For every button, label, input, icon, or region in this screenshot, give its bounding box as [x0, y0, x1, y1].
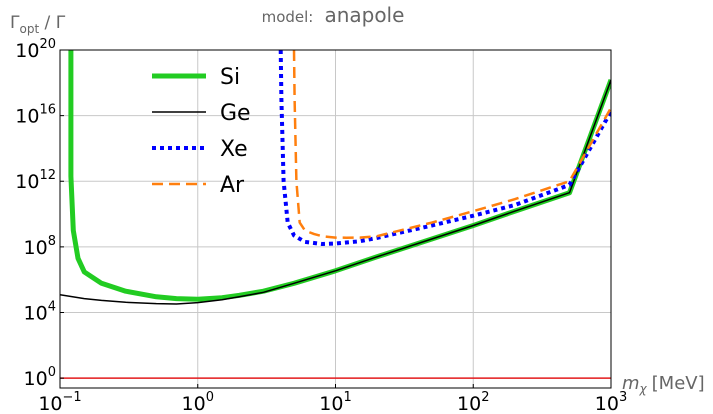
y-tick-label-2: 108 [24, 234, 56, 259]
series-layer [60, 50, 611, 305]
chart-title: model: anapole [262, 3, 405, 27]
x-tick-label-1: 100 [182, 390, 214, 414]
title-prefix: model: [262, 8, 314, 26]
x-tick-label-0: 10−1 [38, 390, 81, 414]
y-tick-label-4: 1016 [15, 103, 56, 128]
y-tick-label-3: 1012 [15, 168, 56, 193]
x-label-unit: [MeV] [652, 373, 705, 394]
title-model: anapole [324, 3, 404, 27]
legend-label-si: Si [220, 65, 240, 90]
y-tick-label-1: 104 [24, 299, 56, 324]
grid [59, 49, 612, 388]
series-line-ar [292, 50, 611, 239]
y-tick-label-0: 100 [24, 365, 56, 390]
x-tick-label-2: 101 [319, 390, 351, 414]
legend-label-ar: Ar [220, 173, 245, 198]
x-axis-label: mχ [MeV] [622, 373, 705, 396]
series-line-ge [60, 79, 611, 305]
x-ticks: 10−1 100 101 102 103 [38, 384, 627, 414]
series-line-si [68, 50, 611, 302]
y-label-main: Γ [10, 13, 20, 33]
x-label-sub: χ [639, 382, 648, 396]
legend: Si Ge Xe Ar [152, 65, 251, 198]
y-ticks: 100 104 108 1012 1016 1020 [15, 37, 64, 390]
legend-label-ge: Ge [220, 101, 251, 126]
legend-label-xe: Xe [220, 137, 248, 162]
y-tick-label-5: 1020 [15, 37, 56, 62]
y-label-sub: opt [19, 22, 39, 36]
y-label-rest: / Γ [39, 13, 66, 33]
x-tick-label-3: 102 [457, 390, 489, 414]
series-line-xe [278, 50, 611, 246]
x-label-symbol: m [622, 373, 640, 394]
y-axis-label: Γopt / Γ [10, 13, 66, 36]
x-tick-label-4: 103 [595, 390, 627, 414]
